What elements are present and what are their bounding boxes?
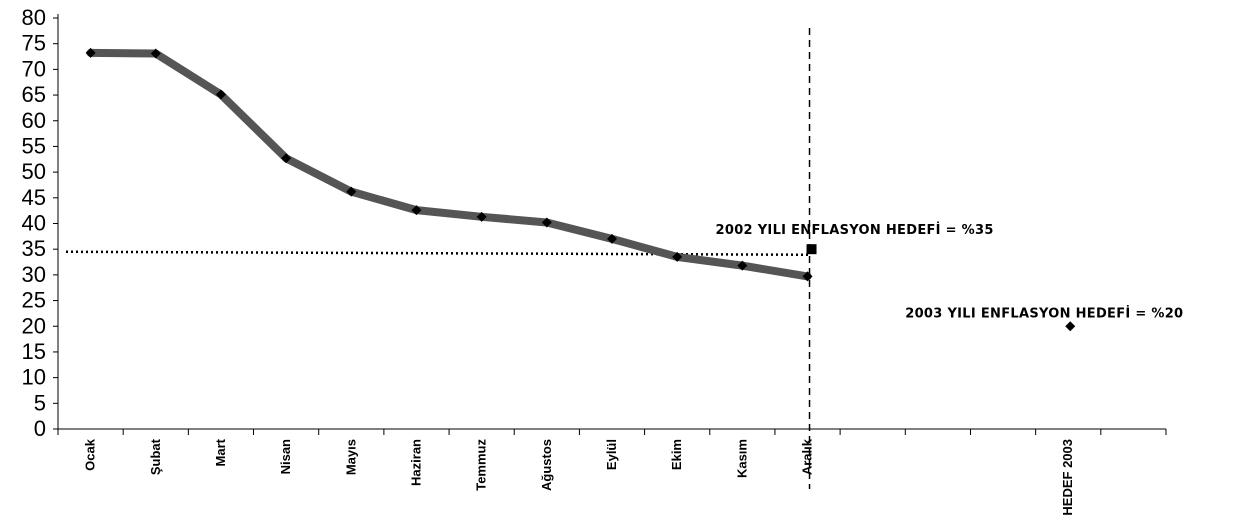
x-tick-label: Şubat <box>148 438 163 475</box>
x-tick-label: Ocak <box>83 438 98 471</box>
x-tick-label: Aralık <box>800 438 815 475</box>
x-tick-label: Ekim <box>669 439 684 470</box>
y-tick-label: 10 <box>22 365 46 390</box>
data-point-marker <box>737 260 748 271</box>
x-tick-label: Mart <box>213 438 228 466</box>
data-point-marker <box>150 48 161 59</box>
x-tick-label: Haziran <box>408 439 423 486</box>
y-tick-label: 30 <box>22 262 46 287</box>
x-tick-label: Kasım <box>734 439 749 478</box>
x-tick-label: Nisan <box>278 439 293 474</box>
reference-lines <box>65 28 811 489</box>
y-tick-label: 65 <box>22 82 46 107</box>
series-layer <box>85 47 813 282</box>
x-axis: Ocak Şubat Mart Nisan Mayıs Haziran Temmuz Ağus… <box>57 428 1167 516</box>
target-2002-label: 2002 YILI ENFLASYON HEDEFİ = %35 <box>716 222 994 238</box>
data-point-marker <box>215 89 226 100</box>
x-tick-label: Mayıs <box>343 439 358 475</box>
target-2002-square-marker <box>806 244 817 255</box>
y-tick-label: 50 <box>22 159 46 184</box>
y-tick-label: 35 <box>22 236 46 261</box>
data-point-marker <box>672 251 683 262</box>
y-tick-label: 0 <box>34 416 46 441</box>
series-line <box>86 48 812 281</box>
x-tick-label: HEDEF 2003 <box>1060 439 1075 516</box>
y-tick-label: 80 <box>22 5 46 30</box>
target-reference-dotted-line <box>65 250 810 257</box>
y-tick-label: 5 <box>34 390 46 415</box>
y-tick-label: 55 <box>22 133 46 158</box>
data-point-marker <box>346 186 357 197</box>
data-point-marker <box>541 217 552 228</box>
target-2003-diamond-marker <box>1065 321 1076 332</box>
y-tick-label: 40 <box>22 211 46 236</box>
annotations: 2002 YILI ENFLASYON HEDEFİ = %35 2003 YIL… <box>716 222 1183 332</box>
y-tick-label: 75 <box>22 31 46 56</box>
x-tick-label: Eylül <box>604 439 619 470</box>
x-tick-label: Ağustos <box>539 439 554 491</box>
x-tick-label: Temmuz <box>474 439 489 491</box>
data-point-marker <box>607 233 617 244</box>
y-tick-label: 15 <box>22 339 46 364</box>
y-tick-label: 70 <box>22 56 46 81</box>
y-tick-label: 45 <box>22 185 46 210</box>
target-2003-label: 2003 YILI ENFLASYON HEDEFİ = %20 <box>905 305 1183 321</box>
data-point-marker <box>802 271 813 282</box>
data-point-marker <box>85 47 96 58</box>
y-tick-label: 25 <box>22 288 46 313</box>
y-tick-label: 60 <box>22 108 46 133</box>
data-point-marker <box>476 211 487 222</box>
y-tick-label: 20 <box>22 313 46 338</box>
data-point-marker <box>411 205 422 216</box>
data-point-marker <box>281 153 292 164</box>
